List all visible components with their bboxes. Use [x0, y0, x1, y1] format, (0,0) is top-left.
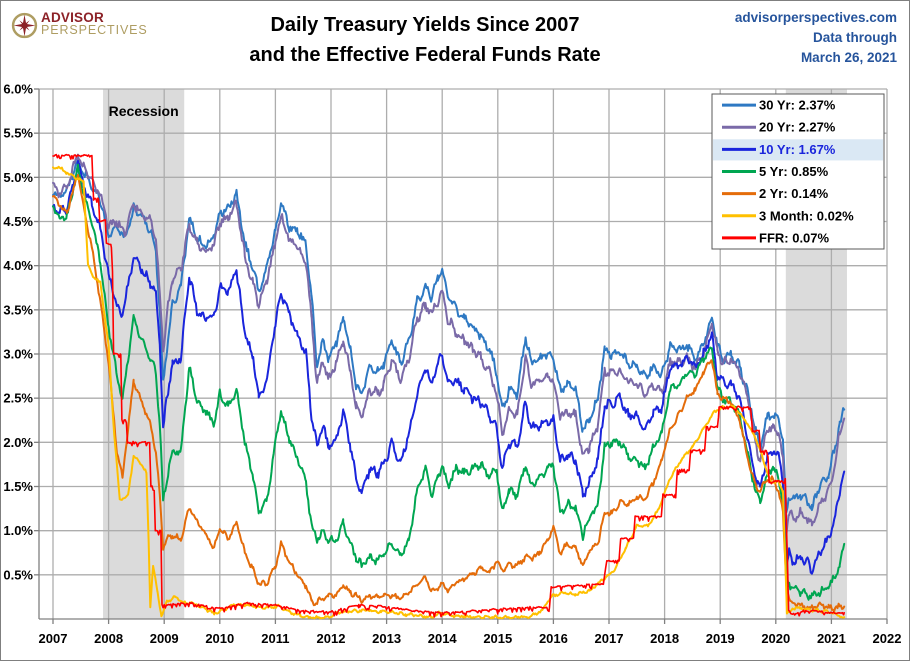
y-axis-label: 2.0% — [3, 435, 33, 450]
series-line-ffr — [52, 153, 845, 618]
series-line-30yr — [52, 153, 846, 514]
legend-label-ffr: FFR: 0.07% — [759, 230, 830, 245]
x-axis-label: 2008 — [94, 631, 123, 646]
legend-highlight-row — [713, 139, 883, 161]
y-axis-label: 5.0% — [3, 170, 33, 185]
x-axis-label: 2015 — [483, 631, 512, 646]
x-axis-label: 2009 — [150, 631, 179, 646]
brand-logo: ADVISOR PERSPECTIVES — [11, 11, 148, 39]
x-axis-label: 2013 — [372, 631, 401, 646]
y-axis-label: 4.5% — [3, 214, 33, 229]
x-axis-label: 2022 — [873, 631, 902, 646]
legend-label-5yr: 5 Yr: 0.85% — [759, 164, 829, 179]
legend-label-2yr: 2 Yr: 0.14% — [759, 186, 829, 201]
y-axis-label: 5.5% — [3, 126, 33, 141]
chart-title-line1: Daily Treasury Yields Since 2007 — [270, 14, 580, 36]
x-axis-label: 2021 — [817, 631, 846, 646]
data-through-date: March 26, 2021 — [800, 50, 897, 65]
legend-label-10yr: 10 Yr: 1.67% — [759, 142, 836, 157]
compass-star-icon — [11, 12, 38, 39]
x-axis-label: 2014 — [428, 631, 458, 646]
series-line-5yr — [52, 163, 846, 601]
legend-label-30yr: 30 Yr: 2.37% — [759, 98, 836, 113]
x-axis-label: 2012 — [317, 631, 346, 646]
chart-title: Daily Treasury Yields Since 2007 and the… — [121, 10, 729, 70]
y-axis-label: 2.5% — [3, 391, 33, 406]
logo-text: ADVISOR PERSPECTIVES — [41, 11, 148, 37]
y-axis-label: 4.0% — [3, 258, 33, 273]
y-axis-label: 0.5% — [3, 567, 33, 582]
recession-label: Recession — [109, 103, 179, 119]
y-axis-label: 3.5% — [3, 302, 33, 317]
logo-perspectives-text: PERSPECTIVES — [41, 23, 148, 37]
x-axis-label: 2019 — [706, 631, 735, 646]
legend-label-20yr: 20 Yr: 2.27% — [759, 120, 836, 135]
site-url: advisorperspectives.com — [734, 10, 897, 25]
x-axis-label: 2018 — [650, 631, 679, 646]
series-line-2yr — [52, 174, 846, 613]
y-axis-label: 3.0% — [3, 347, 33, 362]
series-line-3month — [52, 165, 846, 620]
header-info: advisorperspectives.com Data through Mar… — [735, 8, 897, 68]
legend-label-3month: 3 Month: 0.02% — [759, 208, 854, 223]
y-axis-label: 6.0% — [3, 82, 33, 97]
x-axis-label: 2007 — [39, 631, 68, 646]
x-axis-label: 2020 — [761, 631, 790, 646]
x-axis-label: 2011 — [261, 631, 289, 646]
x-axis-label: 2010 — [205, 631, 234, 646]
chart-title-line2: and the Effective Federal Funds Rate — [249, 44, 601, 66]
y-axis-label: 1.0% — [3, 523, 33, 538]
series-line-20yr — [52, 153, 846, 536]
logo-advisor-text: ADVISOR — [41, 10, 104, 25]
data-through-label: Data through — [813, 30, 897, 45]
x-axis-label: 2017 — [595, 631, 624, 646]
x-axis-label: 2016 — [539, 631, 568, 646]
series-line-10yr — [52, 160, 846, 575]
y-axis-label: 1.5% — [3, 479, 33, 494]
